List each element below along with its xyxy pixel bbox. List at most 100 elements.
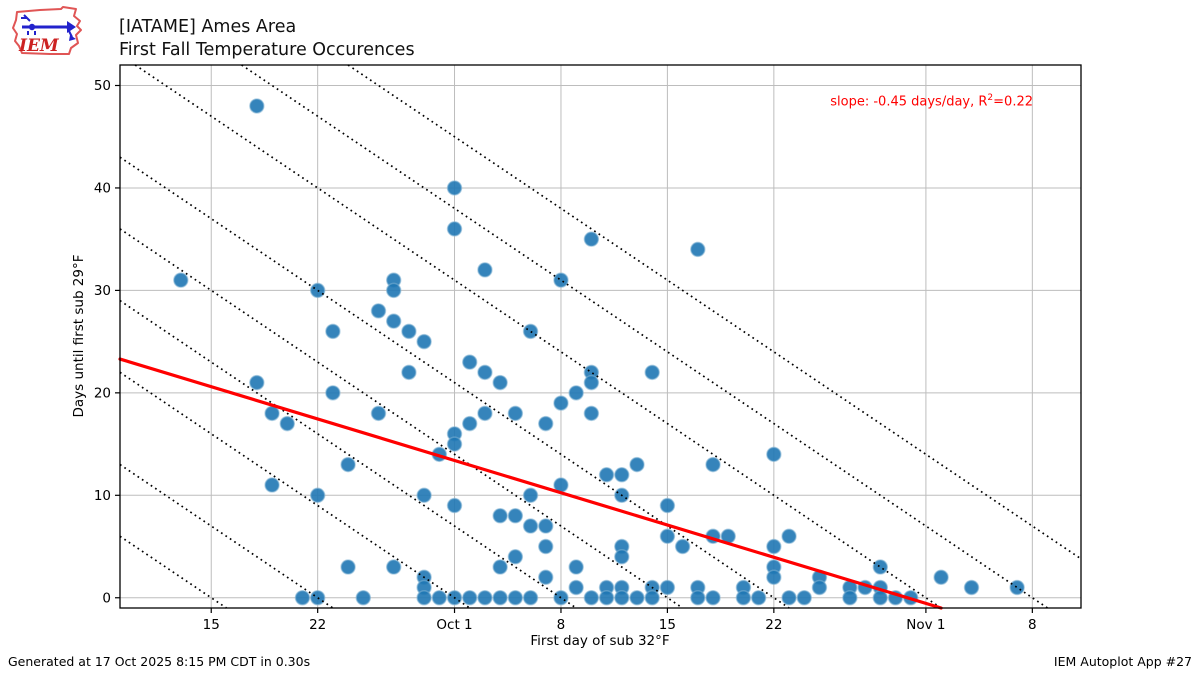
data-point <box>309 282 326 299</box>
data-point <box>385 313 402 329</box>
data-point <box>461 590 478 606</box>
data-point <box>522 323 539 340</box>
data-point <box>614 590 630 606</box>
guide-line-dotted <box>119 535 227 609</box>
title-line-1: [IATAME] Ames Area <box>119 17 297 37</box>
data-point <box>249 98 265 114</box>
data-point <box>766 538 782 555</box>
data-point <box>538 518 554 534</box>
data-point <box>705 456 721 473</box>
slope-annotation-text: slope: -0.45 days/day, R <box>830 94 988 110</box>
data-point <box>538 538 554 555</box>
data-point <box>598 467 615 483</box>
data-point <box>583 231 600 247</box>
data-point <box>690 241 706 258</box>
data-point <box>963 579 980 596</box>
plot-border <box>119 64 1082 609</box>
data-point <box>385 282 402 299</box>
data-point <box>598 590 615 606</box>
iowa-outline <box>12 6 82 55</box>
data-point <box>553 590 569 606</box>
y-tick-label: 30 <box>94 283 111 299</box>
data-point <box>629 456 645 473</box>
app-credit: IEM Autoplot App #27 <box>1053 654 1192 669</box>
data-point <box>431 590 448 606</box>
data-point <box>629 590 645 606</box>
data-point <box>461 354 478 370</box>
x-tick-label: 15 <box>659 617 676 633</box>
data-point <box>370 303 387 319</box>
data-point <box>766 569 782 586</box>
data-point <box>644 590 660 606</box>
data-point <box>583 405 600 422</box>
y-axis-label: Days until first sub 29°F <box>71 254 87 418</box>
x-tick-label: Oct 1 <box>436 617 472 633</box>
data-point <box>1009 579 1025 596</box>
y-tick-label: 50 <box>94 78 111 94</box>
data-point <box>614 467 630 483</box>
data-point <box>507 508 524 524</box>
x-tick-label: 8 <box>1028 617 1037 633</box>
data-point <box>568 559 584 575</box>
data-point <box>416 487 432 504</box>
y-tick-label: 40 <box>94 180 111 196</box>
data-point <box>507 405 524 422</box>
data-point <box>477 364 493 381</box>
y-tick-label: 10 <box>94 488 111 504</box>
data-point <box>659 579 676 596</box>
x-tick-label: 15 <box>203 617 220 633</box>
data-point <box>811 579 828 596</box>
data-point <box>309 487 326 504</box>
data-point <box>446 180 463 196</box>
data-point <box>583 374 600 391</box>
data-point <box>705 590 721 606</box>
data-point <box>583 590 600 606</box>
x-tick-label: 8 <box>557 617 566 633</box>
data-point <box>477 262 493 278</box>
guide-line-dotted <box>241 64 1049 609</box>
data-point <box>264 477 280 493</box>
data-point <box>492 559 508 575</box>
data-point <box>750 590 767 606</box>
data-point <box>735 590 752 606</box>
data-point <box>173 272 189 288</box>
slope-annotation-post: =0.22 <box>993 94 1033 110</box>
data-point <box>309 590 326 606</box>
data-point <box>796 590 813 606</box>
data-point <box>507 590 524 606</box>
data-point <box>492 374 508 391</box>
data-point <box>249 374 265 391</box>
x-tick-label: 22 <box>765 617 782 633</box>
data-point <box>401 364 417 381</box>
x-tick-label: Nov 1 <box>906 617 945 633</box>
data-point <box>416 333 432 350</box>
y-tick-label: 0 <box>102 590 111 606</box>
title-line-2: First Fall Temperature Occurences <box>119 40 415 60</box>
data-point <box>279 415 296 432</box>
data-point <box>568 385 584 401</box>
data-point <box>553 395 569 411</box>
weathervane-icon <box>21 14 76 41</box>
data-point <box>461 415 478 432</box>
data-point <box>446 436 463 452</box>
data-point <box>766 446 782 463</box>
data-point <box>781 528 797 545</box>
data-point <box>933 569 949 586</box>
data-point <box>553 272 569 288</box>
guide-line-dotted <box>119 463 334 609</box>
generated-timestamp: Generated at 17 Oct 2025 8:15 PM CDT in … <box>8 654 311 669</box>
data-point <box>385 559 402 575</box>
data-point <box>325 323 341 340</box>
data-point <box>492 590 508 606</box>
data-point <box>446 221 463 237</box>
data-point <box>492 508 508 524</box>
data-point <box>264 405 280 422</box>
data-point <box>842 590 858 606</box>
slope-annotation: slope: -0.45 days/day, R2=0.22 <box>830 93 1033 109</box>
data-point <box>568 579 584 596</box>
logo-text: IEM <box>18 36 60 56</box>
data-point <box>872 559 889 575</box>
data-point <box>370 405 387 422</box>
